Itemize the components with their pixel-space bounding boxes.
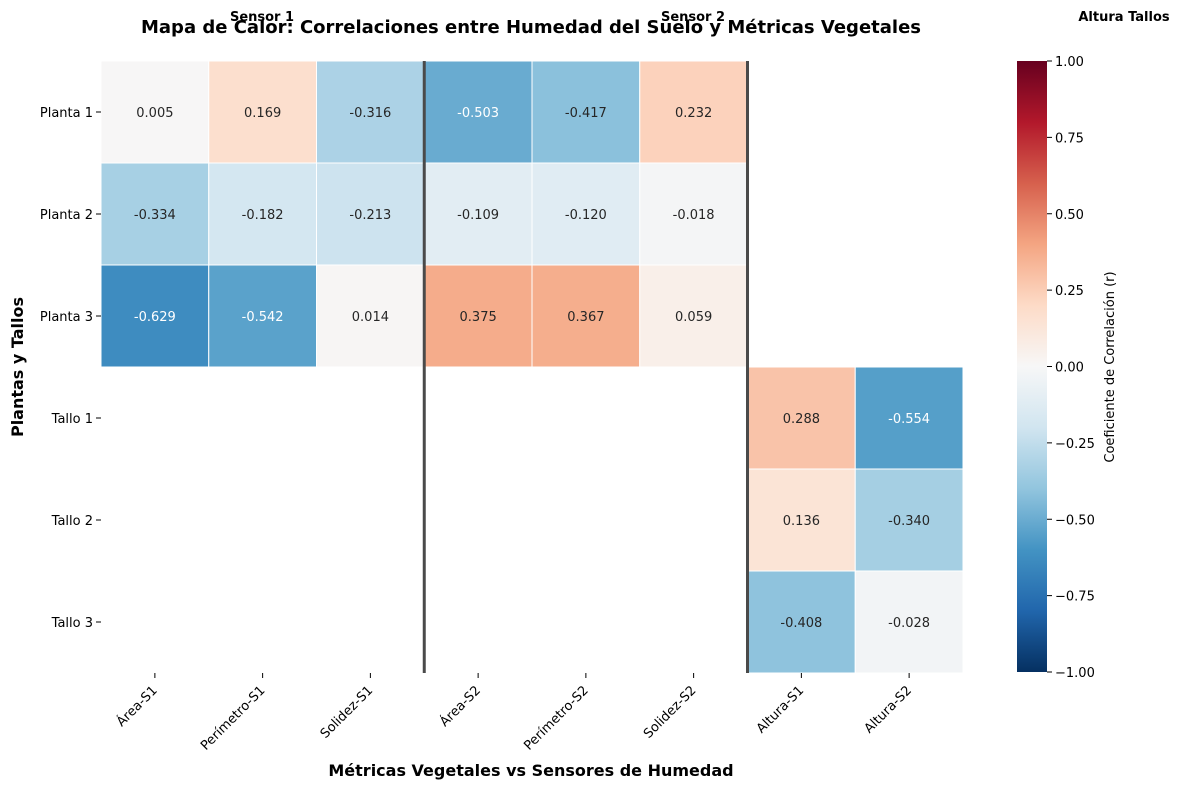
group-label-sensor-2: Sensor 2 [661, 10, 725, 25]
colorbar [1017, 61, 1047, 672]
cell-value-label: -0.028 [888, 616, 930, 631]
cell-value-label: -0.018 [673, 208, 715, 223]
cell-value-label: -0.340 [888, 514, 930, 529]
heatmap-cell [854, 468, 964, 572]
heatmap-cell [208, 162, 317, 266]
y-tick-label: Planta 2 [40, 208, 93, 223]
cell-value-label: -0.334 [134, 208, 176, 223]
heatmap-cell [854, 570, 964, 674]
heatmap-cell [423, 60, 533, 164]
x-tick-label: Altura-S1 [754, 683, 807, 736]
cell-value-label: -0.417 [565, 106, 607, 121]
x-axis-ticks: Área-S1 Perímetro-S1 Solidez-S1 Área-S2 Perí… [113, 673, 915, 754]
x-tick-label: Altura-S2 [862, 683, 915, 736]
colorbar-tick-label: 0.50 [1055, 208, 1084, 223]
cell-value-label: 0.367 [567, 310, 604, 325]
heatmap-cell [531, 60, 641, 164]
colorbar-tick-label: −1.00 [1055, 666, 1095, 681]
x-tick-label: Solidez-S1 [318, 683, 376, 741]
x-tick-label: Área-S1 [113, 683, 160, 730]
chart-title: Mapa de Calor: Correlaciones entre Humed… [141, 17, 921, 38]
heatmap-cell [854, 366, 964, 470]
cell-value-label: -0.120 [565, 208, 607, 223]
cell-value-label: 0.005 [136, 106, 173, 121]
cell-value-label: 0.288 [783, 412, 820, 427]
heatmap-cell [208, 264, 317, 368]
cell-value-label: -0.213 [349, 208, 391, 223]
heatmap-cell [316, 162, 425, 266]
heatmap-cell [747, 366, 856, 470]
heatmap-value-labels: 0.005 0.169 -0.316 -0.503 -0.417 0.232 -0.334 -… [134, 106, 930, 631]
colorbar-tick-label: −0.50 [1055, 513, 1095, 528]
colorbar-tick-label: 0.75 [1055, 131, 1084, 146]
cell-value-label: -0.316 [349, 106, 391, 121]
y-tick-label: Tallo 2 [51, 514, 93, 529]
y-axis-title: Plantas y Tallos [8, 297, 27, 437]
cell-value-label: -0.408 [780, 616, 822, 631]
group-label-altura-tallos: Altura Tallos [1078, 10, 1170, 25]
cell-value-label: 0.169 [244, 106, 281, 121]
heatmap-cell [747, 468, 856, 572]
y-tick-label: Planta 1 [40, 106, 93, 121]
cell-value-label: -0.542 [242, 310, 284, 325]
heatmap-cells [100, 60, 964, 674]
x-tick-label: Área-S2 [436, 683, 483, 730]
y-axis-ticks: Planta 1 Planta 2 Planta 3 Tallo 1 Tallo 2 Ta… [40, 106, 101, 631]
x-tick-label: Perímetro-S2 [521, 683, 591, 753]
heatmap-cell [639, 60, 748, 164]
colorbar-tick-label: 1.00 [1055, 55, 1084, 70]
cell-value-label: 0.375 [460, 310, 497, 325]
cell-value-label: -0.629 [134, 310, 176, 325]
x-tick-label: Perímetro-S1 [198, 683, 268, 753]
cell-value-label: 0.232 [675, 106, 712, 121]
y-tick-label: Tallo 1 [51, 412, 93, 427]
colorbar-tick-label: 0.25 [1055, 284, 1084, 299]
colorbar-label: Coeficiente de Correlación (r) [1103, 271, 1118, 462]
y-tick-label: Tallo 3 [51, 616, 93, 631]
heatmap-cell [639, 264, 748, 368]
heatmap-cell [531, 162, 641, 266]
cell-value-label: -0.554 [888, 412, 930, 427]
group-label-sensor-1: Sensor 1 [230, 10, 294, 25]
cell-value-label: 0.059 [675, 310, 712, 325]
group-separators [422, 61, 749, 673]
cell-value-label: 0.136 [783, 514, 820, 529]
heatmap-cell [316, 264, 425, 368]
x-axis-title: Métricas Vegetales vs Sensores de Humeda… [328, 761, 733, 780]
y-tick-label: Planta 3 [40, 310, 93, 325]
heatmap-cell [639, 162, 748, 266]
cell-value-label: 0.014 [352, 310, 389, 325]
heatmap-cell [100, 264, 210, 368]
cell-value-label: -0.503 [457, 106, 499, 121]
colorbar-tick-label: −0.25 [1055, 437, 1095, 452]
heatmap-cell [100, 162, 210, 266]
colorbar-ticks: 1.00 0.75 0.50 0.25 0.00 −0.25 −0.50 −0.75 −1.00 [1047, 55, 1095, 681]
colorbar-tick-label: −0.75 [1055, 590, 1095, 605]
cell-value-label: -0.109 [457, 208, 499, 223]
x-tick-label: Solidez-S2 [641, 683, 699, 741]
cell-value-label: -0.182 [242, 208, 284, 223]
colorbar-tick-label: 0.00 [1055, 361, 1084, 376]
